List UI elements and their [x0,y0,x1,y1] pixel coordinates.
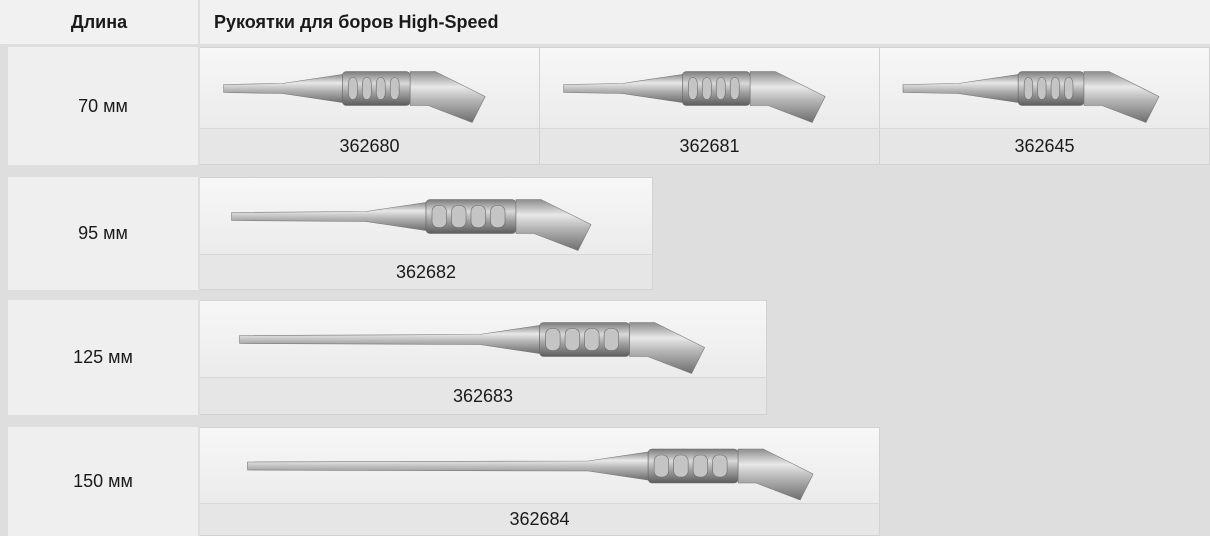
image-cell [200,47,540,128]
product-code: 362683 [200,377,767,415]
handpiece-image [239,322,706,374]
length-label: 125 мм [8,300,198,415]
image-cell [200,300,767,377]
product-code: 362684 [200,503,880,536]
handpiece-image [902,71,1160,123]
length-label: 95 мм [8,177,198,290]
product-code: 362680 [200,128,540,165]
image-cell [880,47,1210,128]
image-cell [540,47,880,128]
handpiece-image [563,71,826,123]
handpiece-image [247,448,814,501]
length-label: 150 мм [8,427,198,536]
header-length: Длина [0,0,198,44]
product-code: 362645 [880,128,1210,165]
image-cell [200,427,880,503]
product-code: 362681 [540,128,880,165]
header-handpieces: Рукоятки для боров High-Speed [200,0,1210,44]
image-cell [200,177,653,254]
length-label: 70 мм [8,47,198,165]
handpiece-image [231,199,592,251]
product-code: 362682 [200,254,653,290]
handpiece-image [223,71,486,123]
